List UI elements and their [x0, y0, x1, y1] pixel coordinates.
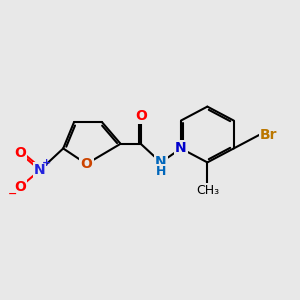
Text: N: N	[175, 142, 187, 155]
Text: O: O	[135, 109, 147, 123]
Text: N: N	[34, 163, 46, 177]
Text: +: +	[42, 158, 51, 168]
Text: N: N	[155, 155, 167, 170]
Text: −: −	[8, 189, 18, 199]
Text: O: O	[80, 157, 92, 171]
Text: O: O	[14, 146, 26, 160]
Text: CH₃: CH₃	[196, 184, 219, 197]
Text: H: H	[156, 165, 166, 178]
Text: Br: Br	[260, 128, 278, 142]
Text: O: O	[14, 180, 26, 194]
